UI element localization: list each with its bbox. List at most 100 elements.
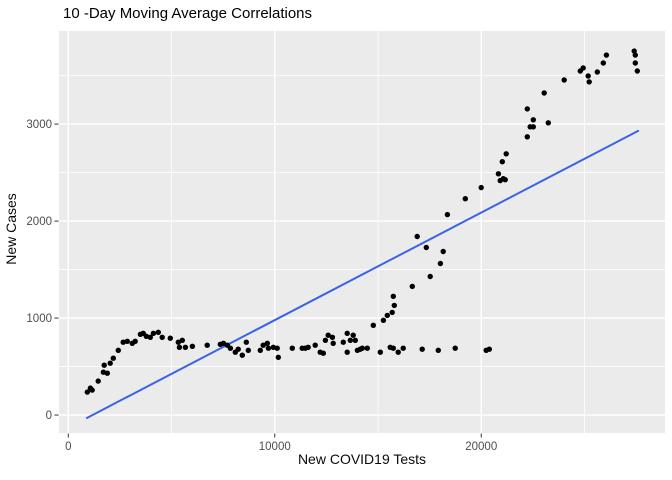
data-point <box>84 389 91 395</box>
major-gridlines <box>59 31 665 433</box>
data-point <box>320 350 326 356</box>
data-point <box>227 345 234 351</box>
data-point <box>364 345 370 351</box>
data-point <box>486 346 492 352</box>
data-point <box>329 334 336 340</box>
data-point <box>478 184 484 191</box>
data-point <box>264 340 270 346</box>
data-point <box>603 52 610 58</box>
minor-gridlines <box>59 31 665 433</box>
y-tick-label: 2000 <box>26 216 52 228</box>
data-point <box>274 345 280 351</box>
data-point <box>330 340 336 346</box>
data-point <box>594 69 600 75</box>
data-point <box>155 329 161 335</box>
data-point <box>391 302 397 309</box>
data-point <box>312 342 318 348</box>
data-point <box>147 334 153 340</box>
data-point <box>390 345 396 351</box>
data-point <box>167 335 173 341</box>
data-point <box>305 344 311 350</box>
y-axis-title: New Cases <box>3 193 19 265</box>
data-point <box>115 347 122 353</box>
data-point <box>325 332 331 338</box>
data-point <box>495 171 502 177</box>
y-tick-label: 0 <box>46 410 52 422</box>
data-point <box>503 151 509 157</box>
data-point <box>435 347 441 353</box>
y-tick-label: 1000 <box>26 313 52 325</box>
data-point <box>502 177 508 183</box>
data-point <box>380 317 387 323</box>
x-axis-title: New COVID19 Tests <box>298 451 426 467</box>
data-points-layer <box>84 48 640 395</box>
data-point <box>452 345 458 351</box>
data-point <box>377 349 383 355</box>
data-point <box>352 337 358 343</box>
trend-line-layer <box>85 129 640 419</box>
data-point <box>239 352 245 358</box>
data-point <box>370 322 376 328</box>
data-point <box>400 345 406 351</box>
data-point <box>95 378 101 384</box>
data-point <box>409 283 415 290</box>
data-point <box>524 106 530 112</box>
data-point <box>541 90 547 96</box>
data-point <box>189 343 196 349</box>
data-point <box>235 346 241 352</box>
data-point <box>390 293 396 299</box>
data-point <box>179 337 185 343</box>
data-point <box>89 387 95 393</box>
data-point <box>384 312 390 319</box>
chart-title: 10 -Day Moving Average Correlations <box>63 5 312 22</box>
data-point <box>101 362 107 368</box>
data-point <box>260 342 266 348</box>
data-point <box>530 117 536 123</box>
data-point <box>340 339 346 345</box>
x-tick-label: 0 <box>65 441 71 453</box>
data-point <box>414 233 420 240</box>
plot-panel <box>59 31 665 433</box>
data-point <box>395 349 401 355</box>
data-point <box>389 309 395 316</box>
data-point <box>600 60 606 66</box>
data-point <box>107 360 113 366</box>
data-point <box>585 73 591 79</box>
data-point <box>419 346 425 352</box>
data-point <box>561 77 567 83</box>
data-point <box>545 120 551 126</box>
data-point <box>257 347 263 353</box>
data-point <box>423 244 429 251</box>
data-point <box>524 134 530 140</box>
data-point <box>322 337 329 343</box>
data-point <box>275 354 281 360</box>
data-point <box>344 330 350 336</box>
data-point <box>632 52 638 58</box>
data-point <box>182 344 189 350</box>
data-point <box>132 338 138 344</box>
data-point <box>440 248 446 255</box>
data-point <box>444 211 451 218</box>
data-point <box>347 337 353 343</box>
data-point <box>632 60 638 66</box>
data-point <box>150 330 157 336</box>
data-point <box>245 347 251 353</box>
data-point <box>427 273 433 280</box>
data-point <box>437 260 444 267</box>
axis-tick-labels: 0 10000 20000 0 1000 2000 3000 <box>26 119 497 453</box>
data-point <box>104 370 111 376</box>
x-tick-label: 20000 <box>465 441 497 453</box>
data-point <box>350 332 356 338</box>
data-point <box>120 339 126 345</box>
data-point <box>176 344 183 350</box>
data-point <box>159 334 165 340</box>
data-point <box>289 345 295 351</box>
data-point <box>175 339 181 345</box>
data-point <box>499 159 505 165</box>
data-point <box>265 345 272 351</box>
data-point <box>344 349 350 355</box>
data-point <box>586 79 592 85</box>
data-point <box>110 355 117 361</box>
